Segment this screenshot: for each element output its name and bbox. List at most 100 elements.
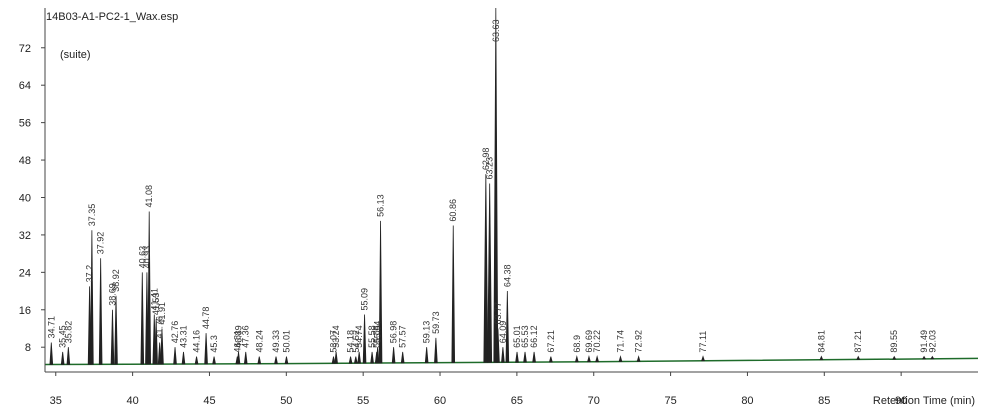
x-tick-label: 80	[741, 395, 753, 407]
peak-label: 49.33	[271, 330, 281, 353]
x-tick-label: 70	[588, 395, 600, 407]
peak	[357, 351, 362, 364]
peak	[60, 351, 65, 365]
peak	[483, 174, 489, 363]
peak-label: 55.88	[372, 325, 382, 348]
peak-label: 46.81	[232, 330, 242, 353]
peak	[505, 291, 510, 363]
peak-label: 38.92	[111, 269, 121, 292]
peak-label: 70.22	[592, 330, 602, 353]
peak	[636, 355, 641, 362]
baseline-trace	[45, 357, 978, 366]
peak-label: 53.24	[331, 325, 341, 348]
peak	[574, 354, 579, 363]
peak-label: 64.09	[498, 321, 508, 344]
peak	[856, 355, 861, 360]
peak-label: 68.9	[572, 335, 582, 353]
peak-label: 53.07	[329, 330, 339, 353]
chart-subtitle: (suite)	[60, 49, 91, 61]
peak	[487, 183, 493, 363]
peak-label: 77.11	[698, 331, 708, 353]
peak	[375, 347, 380, 364]
y-tick-label: 48	[19, 155, 31, 167]
peak	[348, 356, 353, 364]
peak	[90, 230, 94, 365]
peak-label: 55.94	[373, 321, 383, 344]
peak-label: 38.69	[107, 283, 117, 306]
peak	[424, 347, 429, 364]
plot-layer	[45, 8, 978, 366]
peak-label: 57.57	[398, 325, 408, 348]
peak	[98, 258, 103, 365]
peak-label: 62.98	[481, 148, 491, 171]
peak-label: 35.82	[63, 321, 73, 344]
y-tick-label: 40	[19, 192, 31, 204]
peak	[140, 272, 145, 365]
peak	[532, 351, 536, 363]
x-axis-label: Retention Time (min)	[873, 395, 975, 407]
peak	[819, 355, 824, 361]
peak	[548, 356, 553, 363]
peak	[243, 351, 248, 365]
peak-label: 59.73	[431, 311, 441, 334]
peak-label: 41.41	[149, 288, 159, 311]
peak-label: 55.58	[367, 325, 377, 348]
peak	[284, 356, 289, 364]
x-tick-label: 50	[280, 395, 292, 407]
peak	[378, 220, 383, 364]
x-tick-label: 85	[818, 395, 830, 407]
x-tick-label: 90	[895, 395, 907, 407]
peak	[595, 355, 600, 363]
x-tick-label: 40	[126, 395, 138, 407]
x-tick-label: 65	[511, 395, 523, 407]
peak	[87, 286, 92, 365]
peak	[391, 347, 396, 364]
peak-label: 41.76	[155, 316, 165, 339]
peak	[194, 356, 199, 365]
peak-label: 66.12	[529, 325, 539, 348]
peak-label: 72.92	[634, 330, 644, 353]
peak	[212, 356, 216, 365]
peak	[501, 347, 505, 363]
x-tick-label: 35	[50, 395, 62, 407]
peak-label: 46.89	[234, 325, 244, 348]
x-tick-label: 45	[203, 395, 215, 407]
peak	[173, 347, 177, 365]
peak-label: 47.36	[241, 325, 251, 348]
x-tick-label: 75	[664, 395, 676, 407]
peak	[331, 356, 336, 364]
peak	[66, 347, 71, 365]
peak-label: 41.53	[151, 293, 161, 316]
peak-label: 54.74	[354, 325, 364, 348]
peak	[451, 225, 456, 363]
peak-label: 37.35	[87, 204, 97, 227]
peak	[587, 355, 591, 363]
peak-label: 54.52	[351, 330, 361, 353]
peak	[257, 356, 262, 365]
peak-label: 50.01	[281, 330, 291, 353]
peak	[160, 328, 164, 365]
peak	[701, 355, 705, 362]
peak-label: 34.71	[46, 316, 56, 339]
peak	[618, 355, 623, 362]
x-tick-label: 60	[434, 395, 446, 407]
peak	[434, 337, 438, 364]
peak-label: 48.24	[254, 330, 264, 353]
peak	[493, 8, 499, 363]
y-tick-label: 8	[25, 342, 31, 354]
peak-label: 44.16	[192, 330, 202, 353]
peak-label: 59.13	[422, 321, 432, 344]
peak-label: 37.92	[96, 232, 106, 255]
peak	[523, 351, 527, 363]
peak-label: 43.31	[178, 325, 188, 348]
peak-label: 67.21	[546, 330, 556, 353]
y-tick-label: 32	[19, 230, 31, 242]
peak	[154, 319, 158, 365]
chart-title: 14B03-A1-PC2-1_Wax.esp	[46, 11, 178, 23]
peak-label: 71.74	[615, 330, 625, 353]
peak	[400, 351, 405, 364]
peak-label: 37.2	[85, 265, 95, 283]
peak-label: 56.98	[389, 321, 399, 344]
peak-label: 40.63	[137, 246, 147, 269]
x-tick-label: 55	[357, 395, 369, 407]
